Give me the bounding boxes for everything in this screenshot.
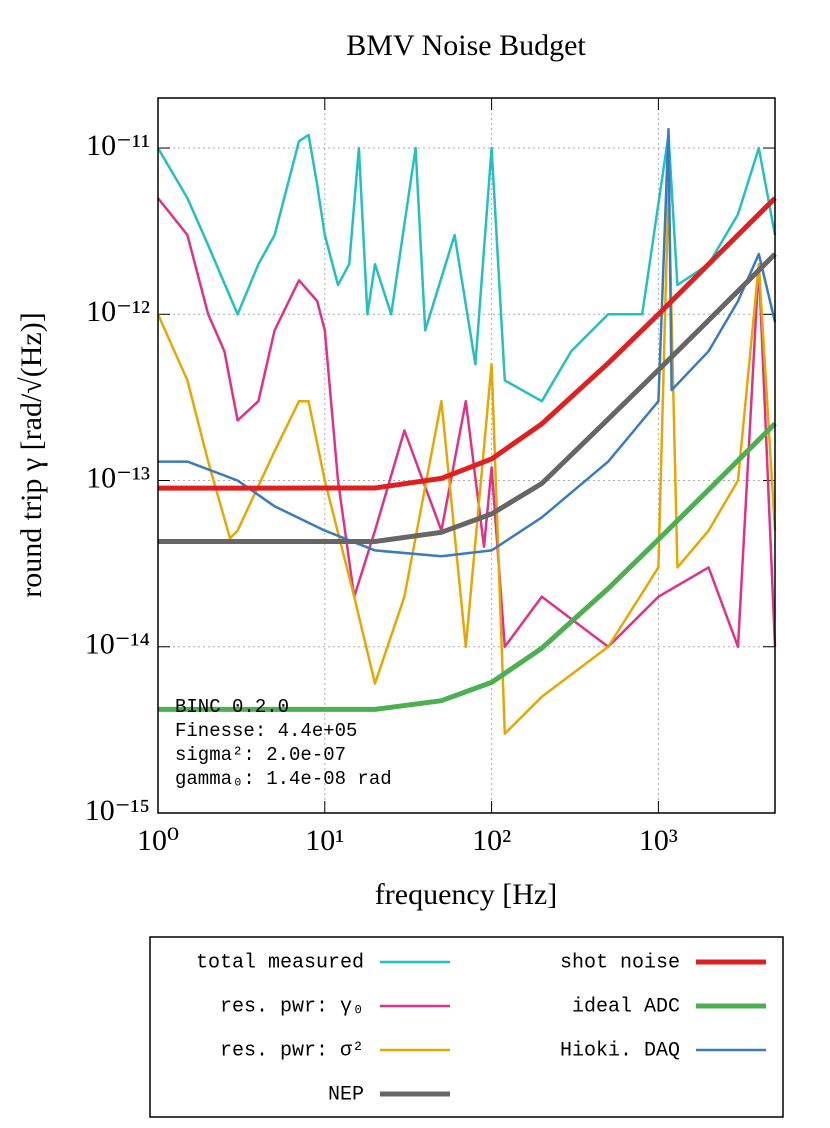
legend-label: ideal ADC <box>572 995 680 1018</box>
legend-label: NEP <box>328 1083 364 1106</box>
y-tick-label: 10⁻¹¹ <box>86 129 150 162</box>
series-line <box>156 183 777 735</box>
series-line <box>158 421 777 712</box>
series-line <box>158 196 777 491</box>
x-tick-label: 10¹ <box>305 824 344 857</box>
x-tick-label: 10³ <box>639 824 678 857</box>
legend-label: Hioki. DAQ <box>560 1039 680 1062</box>
legend-box <box>149 936 784 1118</box>
legend-label: res. pwr: γ₀ <box>220 995 364 1018</box>
series-line <box>158 127 777 558</box>
annotation: sigma²: 2.0e-07 <box>175 744 346 766</box>
y-tick-label: 10⁻¹³ <box>86 461 150 494</box>
series-line <box>157 197 777 649</box>
legend-label: shot noise <box>560 951 680 974</box>
annotation: Finesse: 4.4e+05 <box>175 720 357 742</box>
x-tick-label: 10⁰ <box>137 824 179 857</box>
y-tick-label: 10⁻¹⁴ <box>85 628 150 661</box>
y-tick-label: 10⁻¹² <box>86 295 150 328</box>
chart-title: BMV Noise Budget <box>346 29 586 62</box>
annotation: gamma₀: 1.4e-08 rad <box>175 768 392 790</box>
legend-label: total measured <box>196 951 364 974</box>
annotation: BINC 0.2.0 <box>175 696 289 718</box>
legend-label: res. pwr: σ² <box>220 1039 364 1062</box>
x-axis-label: frequency [Hz] <box>375 878 557 911</box>
series-line <box>158 252 777 544</box>
y-axis-label: round trip γ [rad/√(Hz)] <box>15 312 48 597</box>
plot-frame <box>157 97 776 814</box>
series-line <box>156 133 777 403</box>
x-tick-label: 10² <box>472 824 511 857</box>
y-tick-label: 10⁻¹⁵ <box>85 794 150 827</box>
